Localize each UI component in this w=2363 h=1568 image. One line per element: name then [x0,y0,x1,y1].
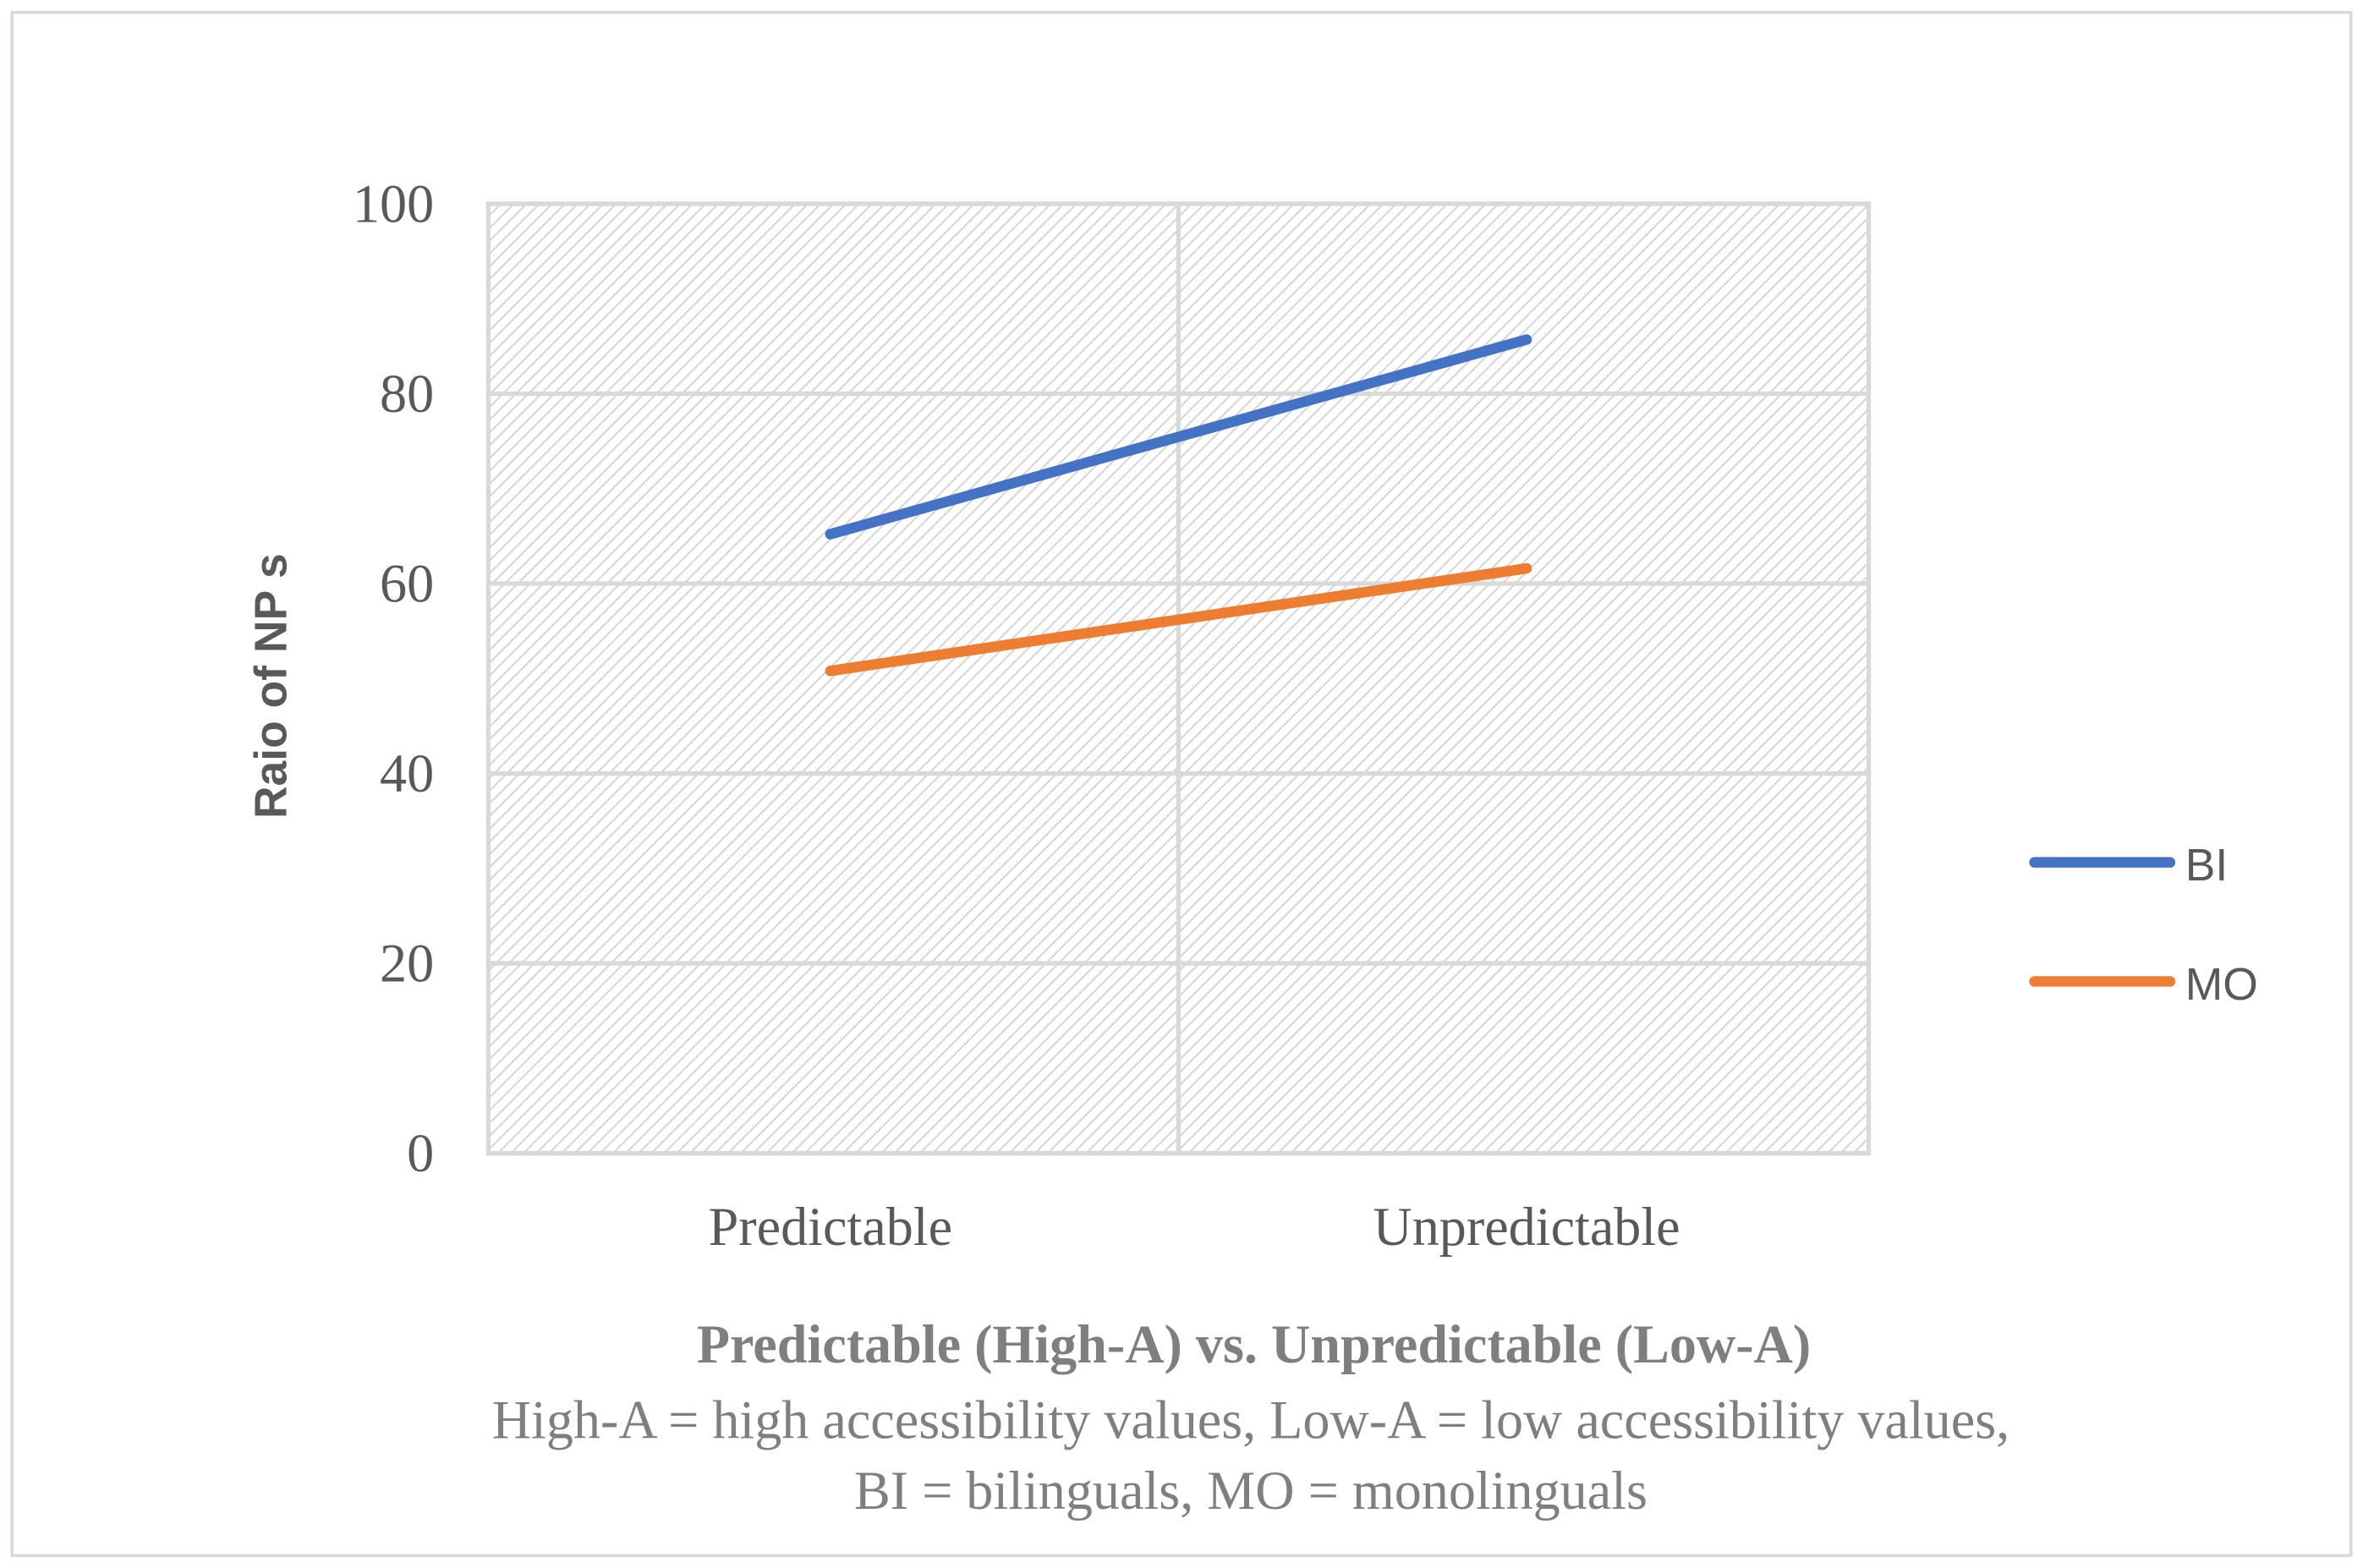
y-tick-label: 20 [380,933,434,993]
x-tick-label: Unpredictable [1373,1197,1680,1257]
caption-line-1: High-A = high accessibility values, Low-… [492,1390,2009,1450]
y-tick-label: 100 [353,173,434,233]
y-tick-label: 60 [380,553,434,613]
y-tick-label: 40 [380,743,434,803]
legend-label: MO [2185,960,2258,1010]
series-line-mo [825,562,1532,677]
y-tick-label: 0 [407,1123,434,1183]
caption-line-2: BI = bilinguals, MO = monolinguals [854,1461,1648,1521]
y-tick-label: 80 [380,364,434,424]
legend-label: BI [2185,841,2229,891]
y-axis-label: Raio of NP s [247,553,297,819]
x-axis-title: Predictable (High-A) vs. Unpredictable (… [697,1314,1811,1374]
series-line-bi [825,334,1532,540]
x-tick-label: Predictable [709,1197,952,1257]
